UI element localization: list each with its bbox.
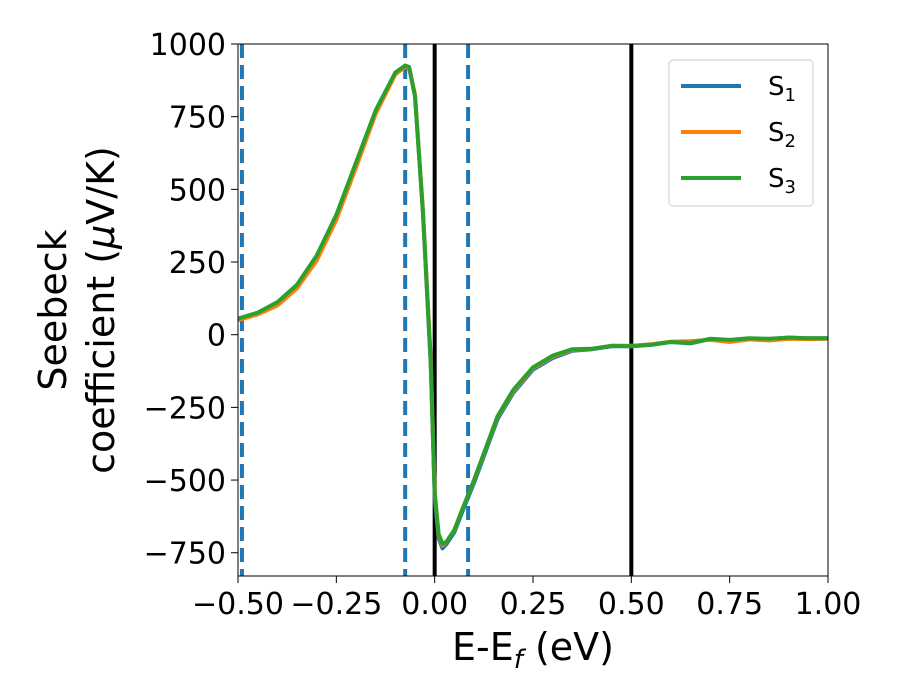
y-tick-label: 250	[169, 246, 226, 281]
legend-label-2: S2	[768, 118, 796, 152]
y-tick-label: 750	[169, 101, 226, 136]
x-axis-label: E-Ef (eV)	[452, 625, 614, 675]
x-tick-label: 0.00	[401, 587, 468, 622]
y-tick-label: 0	[207, 319, 226, 354]
y-tick-label: −250	[144, 391, 226, 426]
series-group	[238, 63, 828, 551]
y-axis-label-line2-post: V/K)	[79, 146, 123, 225]
x-tick-label: −0.50	[192, 587, 284, 622]
y-axis-label-mu: μ	[79, 225, 123, 250]
x-tick-label: 1.00	[795, 587, 862, 622]
y-tick-label: 500	[169, 173, 226, 208]
x-axis-label-rest: (eV)	[523, 625, 614, 669]
legend-label-sub: 2	[785, 131, 796, 152]
x-tick-label: 0.25	[500, 587, 567, 622]
y-axis-label-line1: Seebeck	[31, 229, 75, 390]
y-axis-label-line2-pre: coefficient (	[79, 249, 123, 474]
legend-label-sub: 1	[785, 85, 796, 106]
y-axis-label-line2: coefficient (μV/K)	[79, 146, 123, 474]
y-tick-label: −750	[144, 537, 226, 572]
x-tick-label: 0.50	[598, 587, 665, 622]
x-tick-label: −0.25	[290, 587, 382, 622]
y-tick-label: −500	[144, 464, 226, 499]
y-axis-label: Seebeck coefficient (μV/K)	[31, 146, 123, 474]
legend-label-main: S	[768, 118, 785, 148]
legend-label-main: S	[768, 164, 785, 194]
series-line-3	[238, 63, 828, 546]
y-tick-label: 1000	[150, 28, 226, 63]
legend-label-main: S	[768, 72, 785, 102]
x-axis-label-main: E-E	[452, 625, 514, 669]
legend-label-3: S3	[768, 164, 796, 198]
x-axis-ticks: −0.50 −0.25 0.00 0.25 0.50 0.75 1.00	[192, 576, 861, 622]
legend-label-sub: 3	[785, 177, 796, 198]
legend-label-1: S1	[768, 72, 796, 106]
x-tick-label: 0.75	[696, 587, 763, 622]
y-axis-ticks: −750 −500 −250 0 250 500 750 1000	[144, 28, 238, 572]
